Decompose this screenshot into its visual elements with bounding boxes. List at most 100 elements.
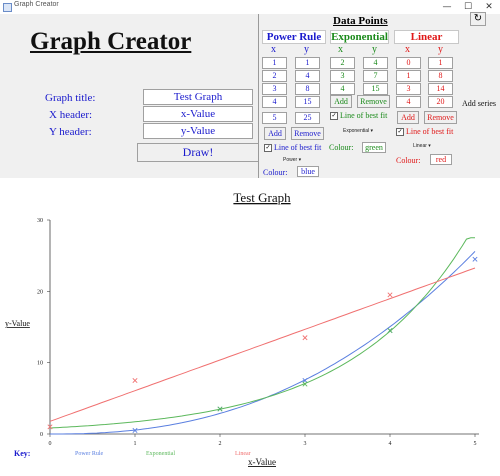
point-mark bbox=[387, 328, 393, 334]
exp-y-header: y bbox=[372, 44, 377, 55]
exp-x-cell[interactable]: 2 bbox=[330, 57, 355, 69]
y-header-label: Y header: bbox=[49, 126, 92, 138]
point-mark bbox=[217, 406, 223, 412]
refresh-icon: ↻ bbox=[473, 13, 483, 24]
legend-item-linear: Linear bbox=[235, 451, 251, 457]
exp-fit-dropdown[interactable]: Exponential ▾ bbox=[343, 128, 374, 134]
x-header-label: X header: bbox=[49, 109, 93, 121]
point-mark bbox=[47, 424, 53, 430]
power-x-cell[interactable]: 4 bbox=[262, 96, 287, 108]
exp-y-cell[interactable]: 7 bbox=[363, 70, 388, 82]
x-tick-label: 0 bbox=[49, 441, 52, 447]
key-label: Key: bbox=[14, 449, 30, 458]
exp-line-of-best-fit-checkbox[interactable]: ✓ Line of best fit bbox=[330, 111, 388, 121]
refresh-button[interactable]: ↻ bbox=[470, 12, 486, 26]
lin-x-cell[interactable]: 3 bbox=[396, 83, 421, 95]
point-mark bbox=[132, 427, 138, 433]
power-y-cell[interactable]: 15 bbox=[295, 96, 320, 108]
power-x-header: x bbox=[271, 44, 276, 55]
lin-colour-input[interactable]: red bbox=[430, 154, 452, 165]
y-header-input[interactable]: y-Value bbox=[143, 123, 253, 139]
power-x-cell[interactable]: 3 bbox=[262, 83, 287, 95]
point-mark bbox=[302, 335, 308, 341]
point-mark bbox=[387, 292, 393, 298]
data-point-exponential bbox=[302, 381, 308, 387]
app-icon bbox=[3, 3, 12, 12]
checkbox-icon: ✓ bbox=[396, 128, 404, 137]
exp-y-cell[interactable]: 4 bbox=[363, 57, 388, 69]
lin-y-header: y bbox=[438, 44, 443, 55]
lin-y-cell[interactable]: 8 bbox=[428, 70, 453, 82]
y-tick-label: 30 bbox=[37, 218, 43, 224]
graph-title-label: Graph title: bbox=[45, 92, 96, 104]
power-fit-dropdown[interactable]: Power ▾ bbox=[283, 157, 302, 163]
lin-y-cell[interactable]: 14 bbox=[428, 83, 453, 95]
power-line-of-best-fit-checkbox[interactable]: ✓ Line of best fit bbox=[264, 143, 322, 153]
x-tick-label: 2 bbox=[219, 441, 222, 447]
fit-line-power bbox=[50, 251, 476, 435]
exp-colour-input[interactable]: green bbox=[362, 142, 386, 153]
series-exponential-name[interactable]: Exponential bbox=[330, 30, 389, 44]
y-tick-label: 10 bbox=[37, 361, 43, 367]
power-colour-label: Colour: bbox=[263, 168, 288, 177]
checkbox-icon: ✓ bbox=[264, 144, 272, 153]
x-tick-label: 4 bbox=[389, 441, 392, 447]
exp-y-cell[interactable]: 15 bbox=[363, 83, 388, 95]
data-point-exponential bbox=[217, 406, 223, 412]
chevron-down-icon: ▾ bbox=[370, 128, 374, 134]
lin-line-of-best-fit-checkbox[interactable]: ✓ Line of best fit bbox=[396, 127, 454, 137]
lin-fit-dropdown[interactable]: Linear ▾ bbox=[413, 143, 431, 149]
graph-title: Test Graph bbox=[233, 190, 291, 205]
lin-remove-button[interactable]: Remove bbox=[424, 111, 457, 124]
exp-remove-button[interactable]: Remove bbox=[357, 95, 390, 108]
power-remove-button[interactable]: Remove bbox=[291, 127, 324, 140]
power-y-cell[interactable]: 25 bbox=[295, 112, 320, 124]
power-y-cell[interactable]: 4 bbox=[295, 70, 320, 82]
data-point-power bbox=[472, 256, 478, 262]
power-y-header: y bbox=[304, 44, 309, 55]
window-title: Graph Creator bbox=[14, 1, 59, 8]
draw-button[interactable]: Draw! bbox=[137, 143, 259, 162]
lin-x-cell[interactable]: 1 bbox=[396, 70, 421, 82]
power-x-cell[interactable]: 1 bbox=[262, 57, 287, 69]
power-colour-input[interactable]: blue bbox=[297, 166, 319, 177]
app-title: Graph Creator bbox=[30, 28, 192, 55]
power-y-cell[interactable]: 8 bbox=[295, 83, 320, 95]
exp-x-cell[interactable]: 3 bbox=[330, 70, 355, 82]
data-points-heading: Data Points bbox=[333, 15, 388, 27]
y-axis-label: y-Value bbox=[5, 319, 30, 328]
point-mark bbox=[472, 256, 478, 262]
close-button[interactable]: ✕ bbox=[485, 2, 493, 12]
lin-x-header: x bbox=[405, 44, 410, 55]
legend-item-power: Power Rule bbox=[75, 451, 104, 457]
lin-x-cell[interactable]: 0 bbox=[396, 57, 421, 69]
x-header-input[interactable]: x-Value bbox=[143, 106, 253, 122]
lin-add-button[interactable]: Add bbox=[397, 111, 419, 124]
power-y-cell[interactable]: 1 bbox=[295, 57, 320, 69]
graph-title-input[interactable]: Test Graph bbox=[143, 89, 253, 105]
lin-x-cell[interactable]: 4 bbox=[396, 96, 421, 108]
chevron-down-icon: ▾ bbox=[428, 143, 431, 149]
maximize-button[interactable]: ☐ bbox=[463, 2, 473, 12]
y-tick-label: 0 bbox=[40, 432, 43, 438]
series-power-rule-name[interactable]: Power Rule bbox=[262, 30, 326, 44]
power-x-cell[interactable]: 5 bbox=[262, 112, 287, 124]
minimize-button[interactable]: — bbox=[442, 2, 452, 12]
lin-y-cell[interactable]: 1 bbox=[428, 57, 453, 69]
data-point-exponential bbox=[387, 328, 393, 334]
lin-y-cell[interactable]: 20 bbox=[428, 96, 453, 108]
exp-x-cell[interactable]: 4 bbox=[330, 83, 355, 95]
series-linear-name[interactable]: Linear bbox=[394, 30, 459, 44]
chevron-down-icon: ▾ bbox=[298, 157, 302, 163]
add-series-button[interactable]: Add series bbox=[462, 99, 496, 108]
data-point-linear bbox=[302, 335, 308, 341]
power-x-cell[interactable]: 2 bbox=[262, 70, 287, 82]
graph-canvas: Test Graph 0 1 2 3 4 5 0 10 20 30 x-Value y-Value… bbox=[5, 190, 479, 467]
x-tick-label: 5 bbox=[474, 441, 477, 447]
exp-add-button[interactable]: Add bbox=[330, 95, 352, 108]
x-tick-label: 3 bbox=[304, 441, 307, 447]
exp-colour-label: Colour: bbox=[329, 143, 354, 152]
checkbox-icon: ✓ bbox=[330, 112, 338, 121]
fit-line-linear bbox=[49, 267, 476, 422]
power-add-button[interactable]: Add bbox=[264, 127, 286, 140]
